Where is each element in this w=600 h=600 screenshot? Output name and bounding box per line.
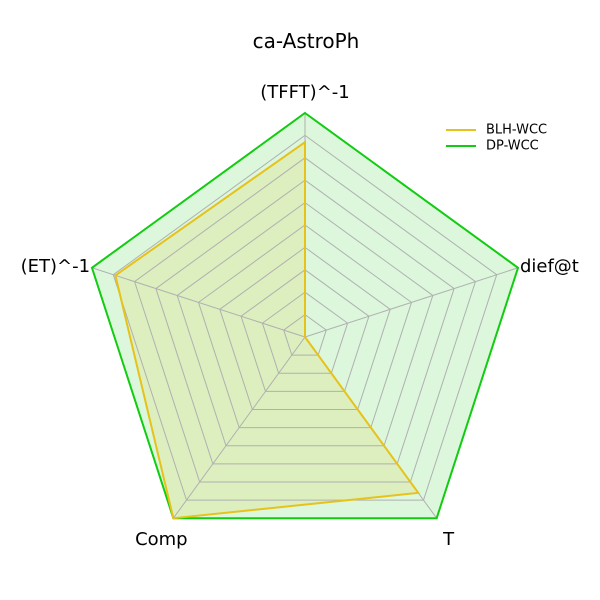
axis-label: (ET)^-1: [21, 256, 90, 277]
grid-ring: [240, 269, 370, 392]
axis-spoke: [172, 336, 306, 519]
grid-ring: [176, 201, 434, 447]
grid-ring: [112, 134, 498, 501]
series-line-0: [114, 140, 421, 520]
axis-label: (TFFT)^-1: [260, 82, 349, 103]
grid-ring: [197, 224, 413, 429]
legend-label: DP-WCC: [486, 139, 539, 154]
axis-spoke: [304, 267, 519, 338]
axis-spoke: [91, 267, 306, 338]
axis-label: dief@t: [520, 256, 579, 277]
series-line-1: [90, 111, 520, 520]
axis-labels: (TFFT)^-1 dief@t T Comp (ET)^-1: [21, 82, 579, 550]
legend-label: BLH-WCC: [486, 123, 547, 138]
series-fill-0: [115, 142, 419, 519]
grid-ring: [133, 157, 477, 483]
axis-label: Comp: [135, 529, 188, 550]
series-lines: [90, 111, 520, 520]
grid-ring: [155, 179, 455, 465]
grid-ring: [261, 291, 349, 374]
grid-ring: [219, 246, 391, 410]
axis-label: T: [442, 529, 455, 550]
grid-ring: [283, 313, 327, 356]
chart-title: ca-AstroPh: [253, 29, 360, 53]
